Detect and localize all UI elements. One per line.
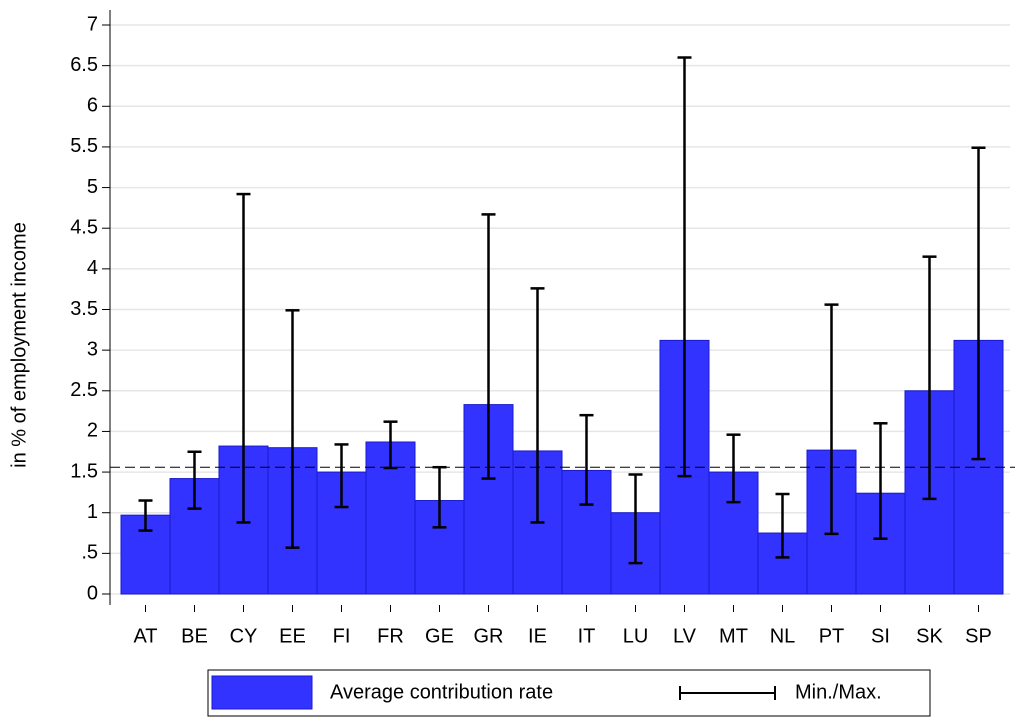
y-tick-label: 2.5: [70, 379, 98, 401]
legend-label: Min./Max.: [795, 681, 882, 703]
x-tick-label: NL: [770, 625, 796, 647]
y-tick-label: 6.5: [70, 54, 98, 76]
y-tick-label: 2: [87, 420, 98, 442]
x-tick-label: LU: [623, 625, 649, 647]
legend-box: [207, 669, 931, 717]
y-tick-label: 4: [87, 257, 98, 279]
x-tick-label: FI: [333, 625, 351, 647]
x-tick-label: SP: [965, 625, 992, 647]
x-tick-label: SK: [916, 625, 943, 647]
x-tick-label: GR: [474, 625, 504, 647]
x-tick-label: BE: [181, 625, 208, 647]
y-tick-label: 1: [87, 501, 98, 523]
y-tick-label: 4.5: [70, 216, 98, 238]
y-tick-label: 7: [87, 13, 98, 35]
y-tick-label: .5: [81, 542, 98, 564]
legend-label: Average contribution rate: [330, 681, 553, 703]
y-tick-label: 3.5: [70, 298, 98, 320]
x-tick-label: IE: [528, 625, 547, 647]
x-tick-label: CY: [230, 625, 258, 647]
x-tick-label: SI: [871, 625, 890, 647]
y-tick-label: 3: [87, 338, 98, 360]
y-tick-label: 5: [87, 176, 98, 198]
x-tick-label: AT: [133, 625, 157, 647]
y-tick-label: 6: [87, 95, 98, 117]
legend-swatch: [211, 675, 313, 710]
x-tick-label: MT: [719, 625, 748, 647]
y-tick-label: 1.5: [70, 460, 98, 482]
y-axis-label: in % of employment income: [8, 222, 30, 468]
x-tick-label: LV: [673, 625, 697, 647]
y-tick-label: 5.5: [70, 135, 98, 157]
x-tick-label: GE: [425, 625, 454, 647]
x-tick-label: IT: [578, 625, 596, 647]
x-tick-label: PT: [819, 625, 845, 647]
y-tick-label: 0: [87, 582, 98, 604]
x-tick-label: EE: [279, 625, 306, 647]
x-tick-label: FR: [377, 625, 404, 647]
